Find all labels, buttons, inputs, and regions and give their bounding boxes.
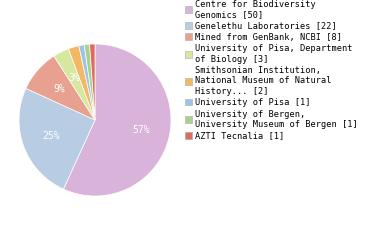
Text: 25%: 25% (42, 132, 60, 141)
Text: 57%: 57% (132, 125, 150, 135)
Wedge shape (63, 44, 171, 196)
Wedge shape (26, 56, 95, 120)
Wedge shape (68, 46, 95, 120)
Legend: Centre for Biodiversity
Genomics [50], Genelethu Laboratories [22], Mined from G: Centre for Biodiversity Genomics [50], G… (185, 0, 358, 140)
Wedge shape (84, 44, 95, 120)
Text: 3%: 3% (68, 73, 80, 83)
Text: 9%: 9% (54, 84, 65, 94)
Wedge shape (54, 49, 95, 120)
Wedge shape (19, 88, 95, 189)
Wedge shape (90, 44, 95, 120)
Wedge shape (79, 45, 95, 120)
